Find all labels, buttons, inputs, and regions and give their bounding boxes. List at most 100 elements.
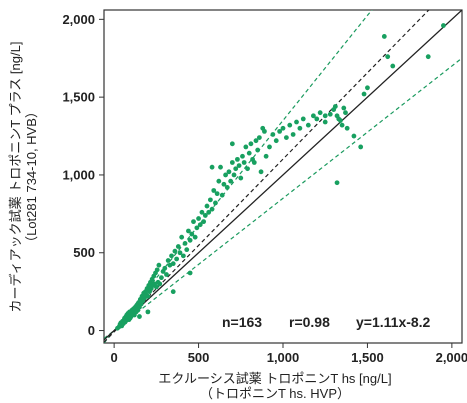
data-point — [175, 244, 181, 249]
data-point — [381, 34, 387, 39]
data-point — [179, 234, 185, 240]
data-point — [187, 237, 193, 243]
data-point — [172, 248, 178, 254]
y-tick-label: 2,000 — [62, 12, 95, 27]
data-point — [248, 141, 254, 147]
data-point — [189, 231, 195, 237]
data-point — [169, 253, 174, 259]
data-point — [258, 169, 264, 175]
data-point — [201, 219, 207, 225]
data-point — [194, 225, 200, 231]
data-point — [153, 284, 159, 290]
data-point — [192, 234, 198, 240]
x-tick-label: 1,000 — [267, 350, 300, 365]
data-point — [246, 150, 252, 156]
data-point — [327, 111, 333, 117]
data-point — [365, 85, 370, 91]
data-point — [314, 116, 320, 122]
data-point — [290, 132, 296, 137]
data-point — [229, 160, 235, 165]
data-point — [273, 138, 279, 144]
data-point — [199, 209, 205, 215]
y-tick-label: 1,500 — [62, 90, 95, 105]
data-point — [156, 262, 162, 268]
data-point — [245, 166, 250, 172]
x-tick-label: 0 — [111, 350, 118, 365]
data-points — [115, 23, 446, 331]
data-point — [343, 110, 348, 116]
data-point — [226, 169, 232, 175]
data-point — [170, 261, 176, 267]
data-point — [332, 104, 338, 109]
data-point — [334, 180, 340, 186]
data-point — [322, 113, 328, 119]
identity-line — [104, 10, 462, 341]
regression-line — [104, 10, 430, 343]
data-point — [209, 164, 215, 170]
data-point — [358, 144, 364, 150]
data-point — [256, 135, 262, 140]
data-point — [145, 293, 151, 299]
data-point — [241, 160, 247, 165]
data-point — [300, 116, 306, 122]
data-point — [344, 125, 350, 131]
data-point — [255, 147, 261, 153]
data-point — [187, 270, 193, 276]
data-point — [351, 133, 357, 139]
data-point — [223, 172, 228, 178]
data-point — [164, 272, 169, 277]
data-point — [262, 128, 267, 134]
x-tick-label: 500 — [188, 350, 210, 365]
data-point — [240, 153, 245, 159]
data-point — [322, 119, 328, 125]
data-point — [221, 181, 227, 187]
x-axis-subtitle: （トロポニンT hs. HVP） — [200, 386, 350, 401]
data-point — [137, 314, 142, 319]
data-point — [236, 163, 242, 169]
data-point — [338, 118, 343, 123]
data-point — [174, 256, 180, 262]
data-point — [341, 105, 347, 111]
data-point — [270, 132, 276, 137]
data-point — [235, 156, 240, 162]
data-point — [243, 144, 249, 150]
data-point — [206, 209, 212, 215]
data-point — [197, 222, 203, 228]
data-point — [287, 122, 293, 128]
x-axis: 0 500 1,000 1,500 2,000 — [111, 343, 467, 365]
data-point — [441, 23, 446, 28]
data-point — [170, 289, 176, 295]
data-point — [202, 213, 208, 218]
data-point — [283, 135, 289, 140]
data-point — [177, 250, 183, 256]
data-point — [211, 188, 217, 193]
y-tick-label: 0 — [88, 323, 95, 338]
data-point — [280, 125, 286, 131]
data-point — [224, 184, 230, 190]
data-point — [229, 141, 235, 147]
upper-limit-line — [104, 10, 373, 343]
data-point — [253, 138, 259, 144]
data-point — [216, 178, 222, 184]
data-point — [191, 219, 196, 225]
data-point — [157, 281, 163, 287]
data-point — [145, 309, 151, 315]
data-point — [305, 122, 311, 128]
data-point — [162, 265, 168, 271]
data-point — [154, 267, 160, 273]
stats-equation: y=1.11x-8.2 — [356, 314, 431, 330]
data-point — [165, 258, 171, 263]
data-point — [385, 54, 391, 60]
lower-limit-line — [104, 57, 462, 339]
data-point — [361, 91, 367, 97]
x-axis-title: エクルーシス試薬 トロポニンT hs [ng/L] — [158, 371, 391, 386]
data-point — [184, 247, 190, 253]
reference-lines — [104, 10, 462, 343]
data-point — [251, 160, 257, 165]
data-point — [207, 197, 213, 203]
stats-n: n=163 — [222, 314, 262, 330]
data-point — [182, 241, 188, 246]
data-point — [339, 122, 345, 128]
y-tick-label: 500 — [73, 245, 95, 260]
